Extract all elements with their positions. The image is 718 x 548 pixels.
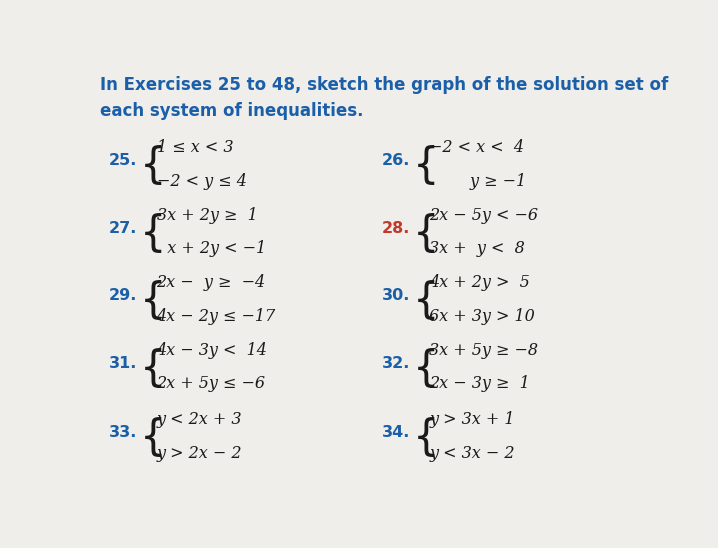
Text: 26.: 26.: [382, 153, 410, 168]
Text: 1 ≤ x < 3: 1 ≤ x < 3: [157, 139, 233, 156]
Text: 2x − 5y < −6: 2x − 5y < −6: [429, 207, 538, 224]
Text: 30.: 30.: [382, 288, 410, 303]
Text: 4x + 2y >  5: 4x + 2y > 5: [429, 274, 530, 291]
Text: y > 2x − 2: y > 2x − 2: [157, 445, 242, 462]
Text: 27.: 27.: [109, 221, 138, 236]
Text: y < 2x + 3: y < 2x + 3: [157, 412, 242, 429]
Text: 3x +  y <  8: 3x + y < 8: [429, 240, 525, 257]
Text: 28.: 28.: [382, 221, 410, 236]
Text: each system of inequalities.: each system of inequalities.: [100, 101, 363, 119]
Text: x + 2y < −1: x + 2y < −1: [157, 240, 266, 257]
Text: {: {: [412, 348, 439, 390]
Text: y < 3x − 2: y < 3x − 2: [429, 445, 515, 462]
Text: 2x − 3y ≥  1: 2x − 3y ≥ 1: [429, 375, 530, 392]
Text: 3x + 5y ≥ −8: 3x + 5y ≥ −8: [429, 342, 538, 359]
Text: 31.: 31.: [109, 356, 138, 371]
Text: {: {: [140, 145, 167, 187]
Text: 2x + 5y ≤ −6: 2x + 5y ≤ −6: [157, 375, 266, 392]
Text: {: {: [140, 280, 167, 322]
Text: In Exercises 25 to 48, sketch the graph of the solution set of: In Exercises 25 to 48, sketch the graph …: [100, 76, 668, 94]
Text: 4x − 2y ≤ −17: 4x − 2y ≤ −17: [157, 307, 276, 324]
Text: {: {: [140, 418, 167, 459]
Text: {: {: [140, 348, 167, 390]
Text: y ≥ −1: y ≥ −1: [429, 173, 526, 190]
Text: {: {: [412, 280, 439, 322]
Text: {: {: [412, 213, 439, 255]
Text: 32.: 32.: [382, 356, 410, 371]
Text: −2 < x <  4: −2 < x < 4: [429, 139, 524, 156]
Text: −2 < y ≤ 4: −2 < y ≤ 4: [157, 173, 246, 190]
Text: {: {: [140, 213, 167, 255]
Text: 3x + 2y ≥  1: 3x + 2y ≥ 1: [157, 207, 257, 224]
Text: 33.: 33.: [109, 425, 138, 441]
Text: 6x + 3y > 10: 6x + 3y > 10: [429, 307, 535, 324]
Text: {: {: [412, 145, 439, 187]
Text: y > 3x + 1: y > 3x + 1: [429, 412, 515, 429]
Text: 25.: 25.: [109, 153, 138, 168]
Text: 34.: 34.: [382, 425, 410, 441]
Text: {: {: [412, 418, 439, 459]
Text: 4x − 3y <  14: 4x − 3y < 14: [157, 342, 267, 359]
Text: 29.: 29.: [109, 288, 138, 303]
Text: 2x −  y ≥  −4: 2x − y ≥ −4: [157, 274, 266, 291]
